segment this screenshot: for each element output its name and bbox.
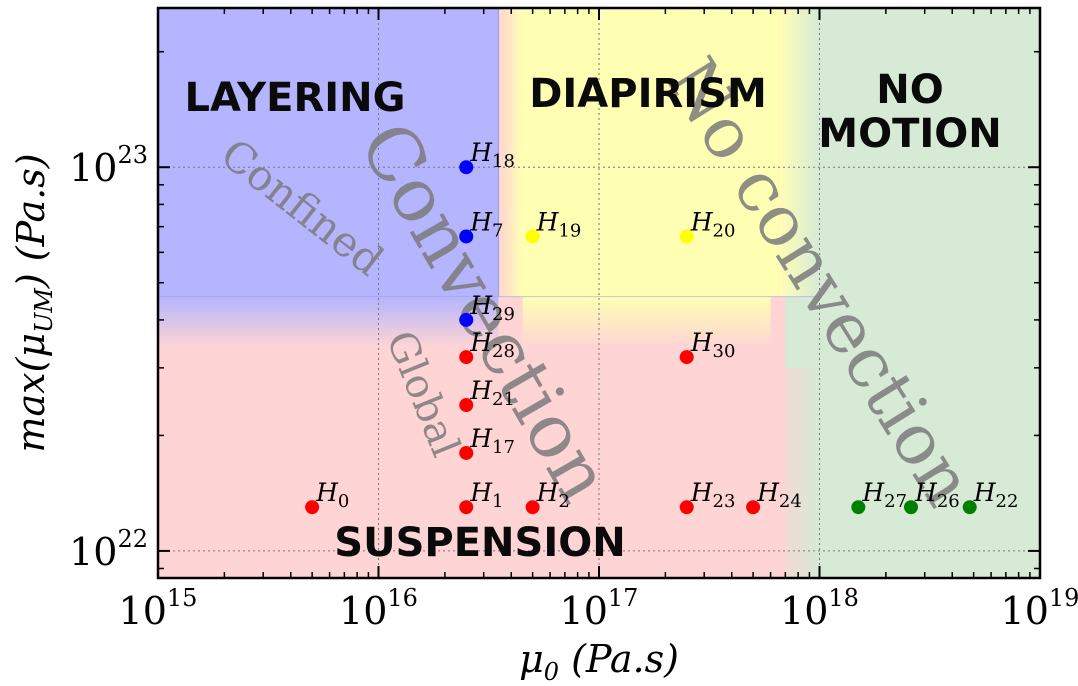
x-tick-label: 1015 — [119, 584, 198, 633]
region-layering — [158, 8, 499, 297]
data-point-label: H1 — [469, 478, 503, 512]
data-point — [459, 312, 474, 327]
region-label-diapirism: DIAPIRISM — [529, 71, 767, 117]
region-no-motion — [785, 8, 1040, 578]
data-point-label: H17 — [469, 424, 515, 458]
data-point-label: H2 — [536, 478, 570, 512]
data-point-label: H27 — [861, 478, 907, 512]
region-transition-red-green — [770, 367, 820, 578]
region-label-layering: LAYERING — [185, 75, 406, 121]
x-tick-label: 1018 — [780, 584, 859, 633]
region-label-suspension: SUSPENSION — [334, 520, 625, 566]
data-point — [904, 500, 919, 515]
data-point — [679, 350, 694, 365]
data-point — [679, 229, 694, 244]
data-point — [305, 500, 320, 515]
data-point-label: H19 — [536, 207, 582, 241]
x-tick-label: 1017 — [560, 584, 639, 633]
data-point-label: H23 — [690, 478, 736, 512]
y-tick-label: 1022 — [69, 525, 148, 574]
region-transition-blue-yellow — [498, 8, 523, 297]
data-point-label: H26 — [914, 478, 960, 512]
region-labels: LAYERING DIAPIRISM NO MOTION SUSPENSION — [185, 67, 1002, 566]
data-point — [459, 445, 474, 460]
data-point — [679, 500, 694, 515]
data-point-label: H28 — [469, 328, 515, 362]
axes: 1015 1016 1017 1018 1019 1022 1023 μ0 (Pa.s) max… — [9, 6, 1078, 686]
data-point — [525, 229, 540, 244]
data-point — [459, 500, 474, 515]
data-point — [746, 500, 761, 515]
data-point — [459, 398, 474, 413]
data-point — [962, 500, 977, 515]
data-point-label: H22 — [973, 478, 1019, 512]
data-point-label: H7 — [469, 207, 503, 241]
data-point-label: H18 — [469, 138, 515, 172]
data-point-label: H30 — [690, 328, 736, 362]
x-tick-label: 1019 — [1001, 584, 1078, 633]
region-label-no-motion: NO MOTION — [818, 67, 1001, 157]
data-point-label: H24 — [756, 478, 802, 512]
data-points: H18 H7 H29 H19 H20 H28 H21 H17 H0 H1 H2 H23 H24 H30 H2… — [305, 138, 1019, 515]
data-point — [459, 160, 474, 175]
grid-lines — [158, 8, 1040, 578]
data-point — [851, 500, 866, 515]
y-tick-label: 1023 — [69, 141, 148, 190]
region-diapirism — [522, 8, 779, 297]
x-tick-label: 1016 — [339, 584, 418, 633]
data-point-label: H21 — [469, 376, 515, 410]
data-point — [459, 229, 474, 244]
data-point-label: H0 — [315, 478, 349, 512]
data-point — [525, 500, 540, 515]
data-point — [459, 350, 474, 365]
region-transition-yellow-red — [522, 296, 771, 347]
data-point-label: H20 — [690, 207, 736, 241]
region-transition-blue-red — [158, 296, 499, 347]
region-transition-yellow-green — [778, 8, 820, 297]
y-axis-title: max(μUM) (Pa.s) — [9, 153, 58, 452]
x-axis-title: μ0 (Pa.s) — [519, 637, 679, 686]
data-point-label: H29 — [469, 291, 515, 325]
